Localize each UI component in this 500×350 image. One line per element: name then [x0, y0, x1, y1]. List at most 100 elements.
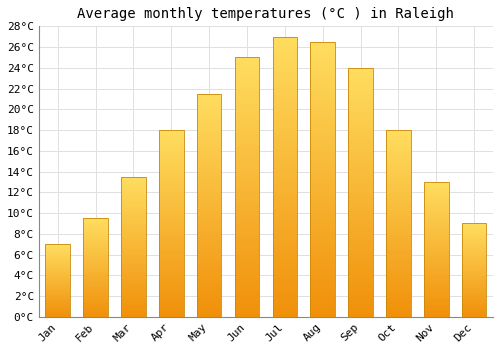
Bar — [84, 293, 108, 294]
Bar — [272, 241, 297, 244]
Bar — [386, 268, 410, 270]
Bar — [121, 203, 146, 205]
Bar — [159, 272, 184, 274]
Bar — [386, 190, 410, 192]
Bar — [462, 306, 486, 307]
Bar — [424, 244, 448, 245]
Bar — [84, 266, 108, 267]
Bar — [424, 182, 448, 183]
Bar — [197, 145, 222, 147]
Bar — [462, 258, 486, 259]
Bar — [462, 223, 486, 317]
Bar — [386, 255, 410, 257]
Bar — [386, 139, 410, 141]
Bar — [348, 222, 373, 225]
Bar — [159, 190, 184, 192]
Bar — [197, 196, 222, 198]
Bar — [234, 205, 260, 208]
Bar — [159, 306, 184, 307]
Bar — [197, 118, 222, 120]
Bar — [348, 260, 373, 262]
Bar — [159, 279, 184, 281]
Bar — [310, 298, 335, 300]
Bar — [348, 83, 373, 85]
Bar — [348, 177, 373, 180]
Bar — [121, 227, 146, 229]
Bar — [348, 150, 373, 153]
Bar — [272, 107, 297, 110]
Bar — [159, 309, 184, 311]
Bar — [348, 125, 373, 127]
Bar — [348, 225, 373, 227]
Bar — [424, 195, 448, 197]
Bar — [197, 125, 222, 127]
Bar — [84, 237, 108, 238]
Bar — [386, 216, 410, 218]
Bar — [462, 314, 486, 315]
Bar — [462, 278, 486, 279]
Bar — [462, 268, 486, 269]
Bar — [272, 269, 297, 272]
Bar — [121, 189, 146, 191]
Bar — [272, 112, 297, 115]
Bar — [197, 96, 222, 98]
Bar — [348, 277, 373, 279]
Bar — [462, 285, 486, 286]
Bar — [424, 249, 448, 251]
Bar — [462, 281, 486, 282]
Bar — [386, 270, 410, 272]
Bar — [46, 273, 70, 274]
Bar — [348, 105, 373, 108]
Bar — [272, 210, 297, 213]
Bar — [234, 114, 260, 117]
Bar — [121, 231, 146, 233]
Bar — [234, 254, 260, 257]
Bar — [84, 285, 108, 286]
Bar — [386, 194, 410, 195]
Bar — [197, 301, 222, 303]
Bar — [121, 240, 146, 241]
Bar — [272, 196, 297, 199]
Bar — [121, 194, 146, 195]
Bar — [84, 240, 108, 241]
Bar — [159, 248, 184, 250]
Bar — [121, 272, 146, 273]
Bar — [159, 304, 184, 306]
Bar — [121, 273, 146, 275]
Bar — [197, 105, 222, 107]
Bar — [386, 266, 410, 268]
Bar — [424, 186, 448, 187]
Bar — [386, 149, 410, 150]
Bar — [234, 252, 260, 254]
Bar — [84, 245, 108, 246]
Bar — [272, 104, 297, 107]
Bar — [159, 138, 184, 139]
Bar — [348, 147, 373, 150]
Bar — [424, 236, 448, 237]
Bar — [272, 157, 297, 160]
Bar — [46, 244, 70, 317]
Bar — [234, 231, 260, 234]
Bar — [424, 191, 448, 193]
Bar — [121, 188, 146, 189]
Bar — [310, 138, 335, 141]
Bar — [197, 203, 222, 205]
Bar — [424, 213, 448, 214]
Bar — [272, 252, 297, 255]
Bar — [121, 265, 146, 266]
Bar — [234, 161, 260, 164]
Bar — [424, 224, 448, 225]
Bar — [197, 141, 222, 143]
Bar — [348, 130, 373, 133]
Bar — [386, 192, 410, 194]
Bar — [197, 270, 222, 272]
Bar — [462, 307, 486, 308]
Bar — [348, 122, 373, 125]
Bar — [197, 100, 222, 103]
Bar — [272, 45, 297, 48]
Bar — [197, 103, 222, 105]
Bar — [272, 266, 297, 269]
Bar — [46, 258, 70, 259]
Bar — [121, 191, 146, 192]
Bar — [84, 228, 108, 229]
